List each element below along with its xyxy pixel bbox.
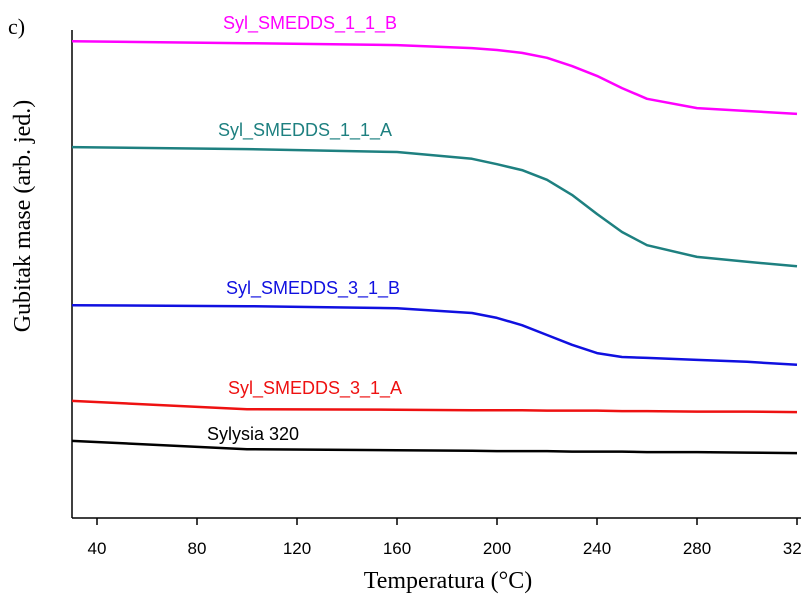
x-tick-label: 120 — [283, 539, 311, 558]
x-tick-label: 320 — [783, 539, 801, 558]
x-tick-label: 80 — [188, 539, 207, 558]
series-line — [71, 303, 798, 367]
series-line — [71, 439, 798, 455]
y-axis-label: Gubitak mase (arb. jed.) — [10, 100, 36, 333]
series-label: Syl_SMEDDS_3_1_A — [228, 378, 402, 399]
x-tick-label: 40 — [88, 539, 107, 558]
x-tick-label: 280 — [683, 539, 711, 558]
x-axis-label: Temperatura (°C) — [364, 568, 533, 594]
series-line — [71, 145, 798, 268]
x-tick-label: 240 — [583, 539, 611, 558]
x-tick-label: 200 — [483, 539, 511, 558]
series-label: Syl_SMEDDS_1_1_B — [223, 13, 397, 34]
series-label: Syl_SMEDDS_3_1_B — [226, 278, 400, 299]
x-tick-label: 160 — [383, 539, 411, 558]
series-line — [71, 39, 798, 116]
panel-label: c) — [8, 14, 25, 39]
series-line — [71, 399, 798, 414]
series-label: Syl_SMEDDS_1_1_A — [218, 120, 392, 141]
series-label: Sylysia 320 — [207, 424, 299, 444]
